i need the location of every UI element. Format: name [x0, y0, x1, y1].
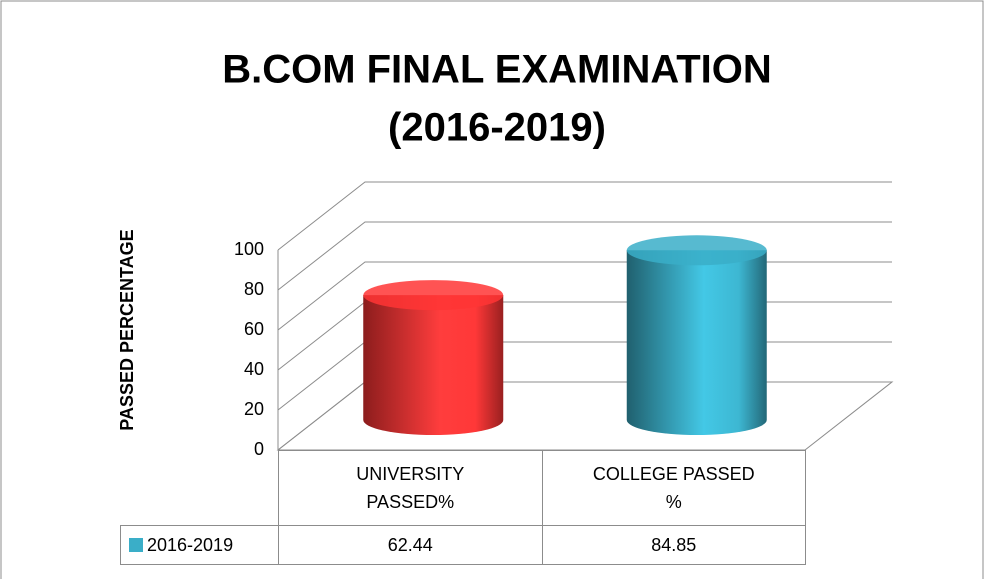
cylinder-body [363, 295, 504, 436]
legend-swatch [129, 538, 143, 552]
y-tick-label: 0 [254, 439, 264, 459]
cylinder-top [626, 235, 767, 266]
y-tick-label: 20 [244, 399, 264, 419]
grid-line [277, 181, 892, 251]
table-value: 62.44 [278, 525, 543, 565]
cylinder-body [626, 250, 767, 436]
y-tick-label: 100 [234, 239, 264, 259]
chart-title: B.COM FINAL EXAMINATION [222, 48, 772, 92]
y-axis-label: PASSED PERCENTAGE [117, 229, 137, 430]
legend-label: 2016-2019 [147, 535, 234, 555]
cylinder-top [363, 280, 504, 311]
grid-line [277, 221, 892, 291]
table-category: COLLEGE PASSED % [541, 450, 806, 526]
y-tick-label: 60 [244, 319, 264, 339]
table-category: UNIVERSITY PASSED% [278, 450, 543, 526]
chart-subtitle: (2016-2019) [388, 106, 606, 150]
y-tick-label: 80 [244, 279, 264, 299]
y-tick-label: 40 [244, 359, 264, 379]
legend-cell: 2016-2019 [120, 525, 279, 565]
table-value: 84.85 [541, 525, 806, 565]
